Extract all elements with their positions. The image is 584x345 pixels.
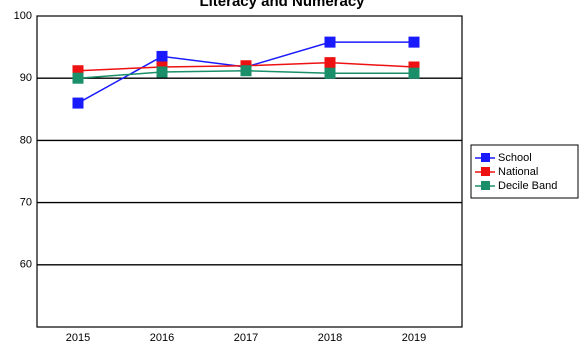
legend: School National Decile Band [470,144,579,199]
data-point [324,67,336,79]
chart-title: Literacy and Numeracy [199,0,365,10]
data-point [324,57,336,69]
data-point [72,72,84,84]
y-tick-label: 60 [20,259,32,271]
x-tick-label: 2016 [150,332,174,344]
legend-label: National [498,166,538,178]
data-point [408,36,420,48]
x-tick-label: 2019 [402,332,426,344]
y-tick-label: 100 [14,10,32,22]
legend-label: Decile Band [498,180,557,192]
data-point [72,65,84,77]
data-point [156,50,168,62]
x-tick-label: 2017 [234,332,258,344]
data-point [408,67,420,79]
y-tick-label: 80 [20,134,32,146]
data-point [72,97,84,109]
x-tick-label: 2018 [318,332,342,344]
legend-marker [481,167,490,176]
data-point [408,61,420,73]
data-point [324,36,336,48]
data-point [156,66,168,78]
x-tick-label: 2015 [66,332,90,344]
y-tick-label: 90 [20,72,32,84]
legend-marker [481,181,490,190]
data-point [240,65,252,77]
y-tick-label: 70 [20,197,32,209]
legend-label: School [498,152,532,164]
legend-marker [481,153,490,162]
series-decile-band [72,65,420,84]
